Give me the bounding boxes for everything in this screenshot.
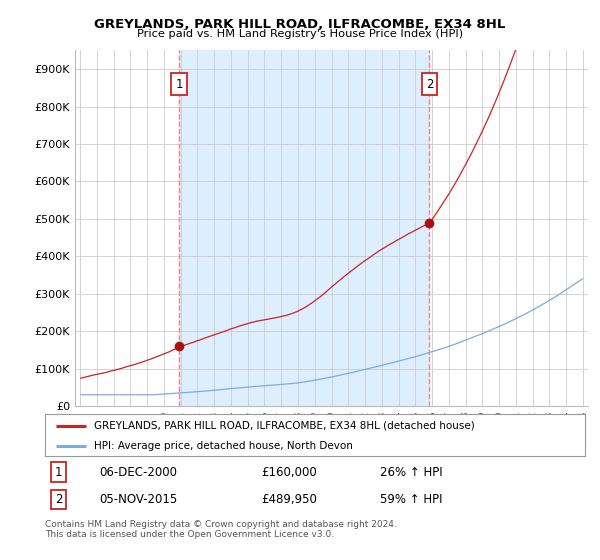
Text: Price paid vs. HM Land Registry's House Price Index (HPI): Price paid vs. HM Land Registry's House … (137, 29, 463, 39)
Text: 1: 1 (55, 466, 62, 479)
Text: 26% ↑ HPI: 26% ↑ HPI (380, 466, 442, 479)
Text: £160,000: £160,000 (261, 466, 317, 479)
Text: GREYLANDS, PARK HILL ROAD, ILFRACOMBE, EX34 8HL (detached house): GREYLANDS, PARK HILL ROAD, ILFRACOMBE, E… (94, 421, 475, 431)
Text: HPI: Average price, detached house, North Devon: HPI: Average price, detached house, Nort… (94, 441, 352, 451)
Text: 59% ↑ HPI: 59% ↑ HPI (380, 493, 442, 506)
Bar (179, 50, 430, 406)
Text: Contains HM Land Registry data © Crown copyright and database right 2024.
This d: Contains HM Land Registry data © Crown c… (45, 520, 397, 539)
Text: 2: 2 (55, 493, 62, 506)
Text: 05-NOV-2015: 05-NOV-2015 (99, 493, 177, 506)
Text: £489,950: £489,950 (261, 493, 317, 506)
Text: 06-DEC-2000: 06-DEC-2000 (99, 466, 177, 479)
Text: 1: 1 (176, 78, 183, 91)
Text: 2: 2 (425, 78, 433, 91)
Text: GREYLANDS, PARK HILL ROAD, ILFRACOMBE, EX34 8HL: GREYLANDS, PARK HILL ROAD, ILFRACOMBE, E… (94, 18, 506, 31)
